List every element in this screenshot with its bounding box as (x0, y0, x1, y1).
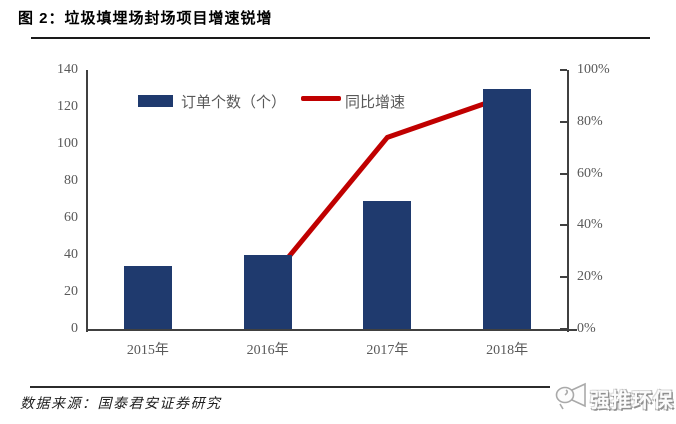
right-axis-tick-mark (560, 172, 567, 175)
growth-line-chart (265, 93, 508, 284)
chart-title: 图 2：垃圾填埋场封场项目增速锐增 (18, 10, 273, 27)
legend-bar-label: 订单个数（个） (181, 95, 287, 111)
x-axis-labels: 2015年 2016年 2017年 2018年 (88, 339, 567, 361)
left-axis-tick-label: 20 (64, 284, 78, 299)
right-axis-tick-label: 100% (577, 62, 610, 77)
title-underline (31, 37, 650, 39)
left-axis-tick-label: 80 (64, 173, 78, 188)
logo-text: 强推环保 (590, 390, 674, 412)
legend-bar-swatch (138, 95, 173, 107)
left-axis-tick-label: 120 (57, 99, 78, 114)
left-axis-tick-labels: 0 20 40 60 80 100 120 140 (28, 62, 78, 336)
left-axis-tick-label: 60 (64, 210, 78, 225)
left-axis-line (86, 70, 88, 332)
left-axis-tick-label: 40 (64, 247, 78, 262)
x-axis-line (86, 329, 577, 331)
x-axis-label: 2015年 (126, 343, 169, 358)
x-axis-label: 2018年 (486, 343, 529, 358)
order-count-bar (363, 201, 412, 329)
legend-line-label: 同比增速 (345, 95, 406, 111)
right-axis-tick-label: 60% (577, 165, 603, 181)
right-axis-tick-mark (560, 120, 567, 123)
right-axis-tick-mark (560, 276, 567, 279)
right-axis-tick-mark (560, 69, 567, 71)
right-axis-line (567, 70, 569, 332)
legend-line-swatch (301, 96, 341, 101)
order-count-bar (243, 255, 292, 329)
right-axis-tick-label: 0% (577, 321, 596, 336)
right-axis-tick-label: 80% (577, 113, 603, 129)
right-axis-tick-mark (560, 224, 567, 227)
left-axis-tick-label: 140 (57, 62, 78, 77)
order-count-bar (483, 88, 532, 329)
publisher-logo: 强推环保 (552, 380, 674, 417)
megaphone-icon (552, 380, 590, 417)
left-axis-tick-label: 100 (57, 136, 78, 151)
right-axis-tick-mark (560, 328, 567, 330)
footer-divider (30, 386, 550, 388)
left-axis-tick-label: 0 (71, 321, 78, 336)
growth-line (265, 93, 508, 284)
order-count-bar (123, 266, 172, 329)
right-axis-tick-labels: 0% 20% 40% 60% 80% 100% (577, 62, 647, 336)
x-axis-label: 2017年 (366, 343, 409, 358)
right-axis-tick-label: 20% (577, 269, 603, 285)
right-axis-tick-label: 40% (577, 217, 603, 233)
data-source-text: 数据来源：国泰君安证券研究 (20, 397, 222, 412)
plot-area (86, 69, 577, 332)
x-axis-label: 2016年 (246, 343, 289, 358)
